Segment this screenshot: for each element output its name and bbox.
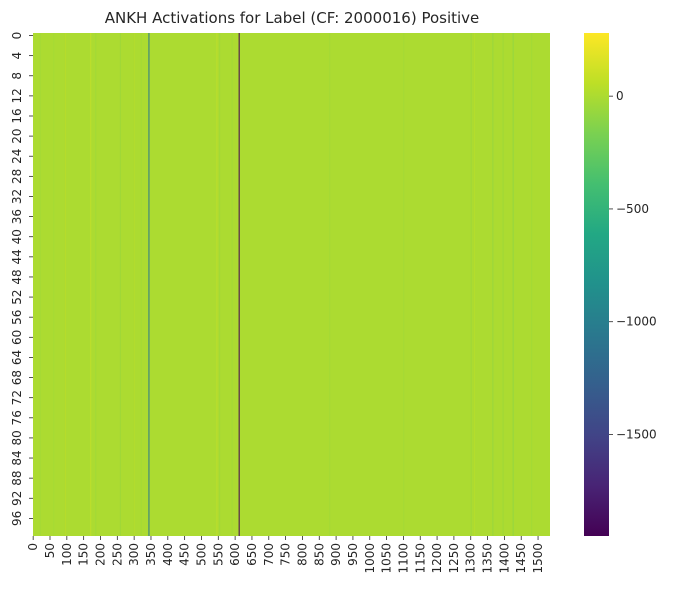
y-tick-label: 48 [10,269,24,284]
colorbar-tick-label: −500 [616,202,649,216]
heatmap-column-1300 [470,33,472,536]
x-tick-label: 1150 [413,543,427,574]
heatmap-column-258 [119,33,121,536]
y-tick-label: 40 [10,229,24,244]
heatmap-column-95 [64,33,66,536]
x-tick-label: 450 [178,543,192,566]
y-tick-label: 72 [10,390,24,405]
x-tick-label: 1400 [497,543,511,574]
chart-title: ANKH Activations for Label (CF: 2000016)… [105,9,480,27]
x-tick-label: 250 [110,543,124,566]
x-tick-label: 700 [262,543,276,566]
heatmap-column-300 [133,33,135,536]
x-tick-label: 750 [279,543,293,566]
x-tick-label: 350 [144,543,158,566]
x-tick-label: 900 [329,543,343,566]
x-tick-label: 1000 [363,543,377,574]
x-tick-label: 850 [312,543,326,566]
x-tick-label: 950 [346,543,360,566]
heatmap-column-880 [329,33,331,536]
x-tick-label: 300 [127,543,141,566]
x-tick-label: 1050 [380,543,394,574]
y-tick-label: 4 [10,52,24,60]
y-tick-label: 64 [10,350,24,365]
x-tick-label: 1450 [514,543,528,574]
y-axis: 0481216202428323640444852566064687276808… [10,32,33,526]
heatmap-column-60 [53,33,55,536]
heatmap-column-1480 [531,33,533,536]
y-tick-label: 20 [10,128,24,143]
y-tick-label: 52 [10,289,24,304]
heatmap-column-320 [140,33,142,536]
y-tick-label: 60 [10,330,24,345]
x-tick-label: 1100 [396,543,410,574]
y-tick-label: 28 [10,169,24,184]
x-tick-label: 550 [211,543,225,566]
heatmap-column-20 [39,33,41,536]
heatmap-column-1365 [492,33,494,536]
y-tick-label: 92 [10,491,24,506]
heatmap-column-1425 [512,33,514,536]
x-tick-label: 100 [60,543,74,566]
heatmap-column-590 [231,33,233,536]
heatmap-column-1310 [473,33,475,536]
x-tick-label: 1350 [481,543,495,574]
heatmap-column-545 [216,33,218,536]
heatmap-column-343 [148,33,150,536]
y-tick-label: 96 [10,511,24,526]
colorbar-tick-label: −1500 [616,428,657,442]
y-tick-label: 68 [10,370,24,385]
heatmap-column-611 [238,33,240,536]
y-tick-label: 16 [10,108,24,123]
y-tick-label: 32 [10,189,24,204]
x-tick-label: 1500 [531,543,545,574]
y-tick-label: 0 [10,32,24,40]
x-tick-label: 200 [93,543,107,566]
y-tick-label: 44 [10,249,24,264]
x-tick-label: 150 [77,543,91,566]
y-tick-label: 76 [10,410,24,425]
colorbar-tick-label: 0 [616,89,624,103]
colorbar-tick-label: −1000 [616,315,657,329]
x-tick-label: 400 [161,543,175,566]
heatmap-column-553 [219,33,221,536]
y-tick-label: 12 [10,88,24,103]
heatmap-background [33,33,550,536]
heatmap-plot-area [33,33,550,536]
x-tick-label: 0 [26,543,40,551]
y-tick-label: 8 [10,72,24,80]
heatmap-column-1100 [403,33,405,536]
x-tick-label: 500 [194,543,208,566]
y-tick-label: 24 [10,149,24,164]
colorbar-axis: 0 −500 −1000 −1500 [609,89,657,442]
y-tick-label: 84 [10,450,24,465]
x-tick-label: 1250 [447,543,461,574]
x-tick-label: 1200 [430,543,444,574]
colorbar [584,33,609,536]
heatmap-column-1395 [502,33,504,536]
heatmap-column-170 [90,33,92,536]
x-tick-label: 650 [245,543,259,566]
heatmap-column-185 [95,33,97,536]
x-axis: 0 50 100 150 200 250 300 350 400 450 500 550 600 650 7… [26,536,545,574]
x-tick-label: 50 [43,543,57,558]
y-tick-label: 88 [10,471,24,486]
x-tick-label: 800 [295,543,309,566]
x-tick-label: 1300 [464,543,478,574]
x-tick-label: 600 [228,543,242,566]
y-tick-label: 80 [10,430,24,445]
y-tick-label: 56 [10,310,24,325]
y-tick-label: 36 [10,209,24,224]
